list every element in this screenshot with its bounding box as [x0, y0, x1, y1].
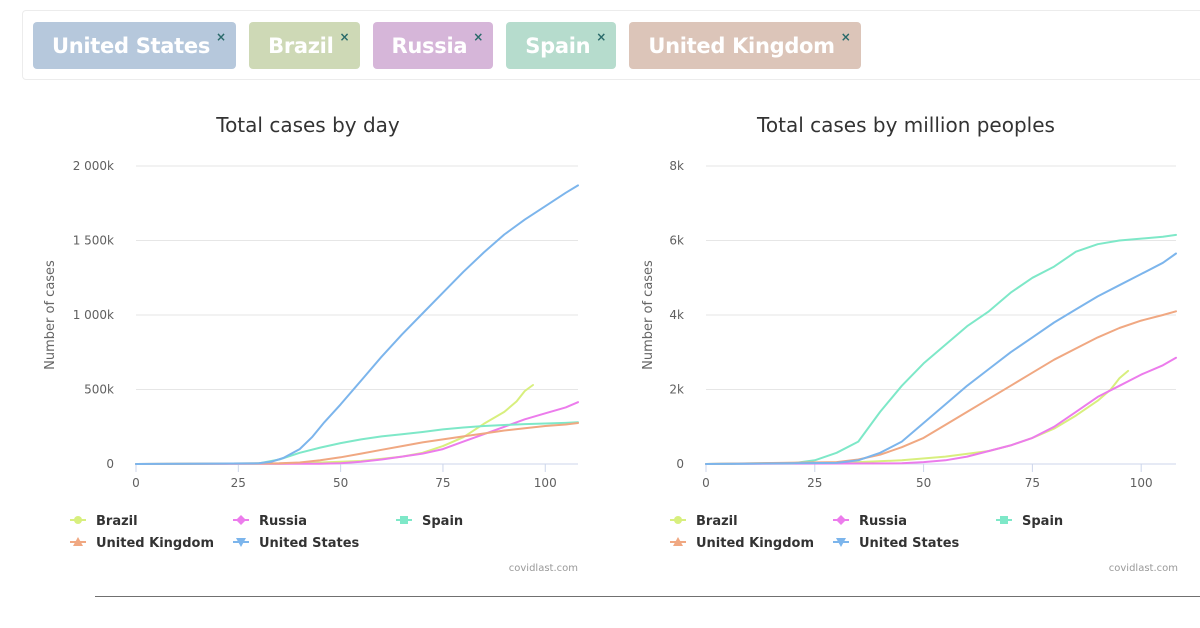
legend-label: Brazil: [696, 514, 738, 529]
y-axis-title: Number of cases: [43, 260, 58, 370]
legend-label: Russia: [859, 514, 907, 529]
close-icon[interactable]: ×: [216, 30, 227, 44]
tag-russia[interactable]: Russia ×: [372, 22, 494, 69]
tag-label: Spain: [525, 34, 591, 58]
legend-label: Spain: [422, 514, 463, 529]
y-tick-label: 4k: [669, 308, 684, 322]
legend-label: United Kingdom: [96, 536, 214, 551]
legend-label: United States: [259, 536, 360, 551]
x-tick-label: 100: [1130, 476, 1153, 490]
tag-united-states[interactable]: United States ×: [33, 22, 237, 69]
tag-spain[interactable]: Spain ×: [506, 22, 617, 69]
tag-brazil[interactable]: Brazil ×: [249, 22, 360, 69]
y-axis-title: Number of cases: [641, 260, 656, 370]
chart-title: Total cases by day: [215, 113, 400, 137]
legend-marker: [836, 538, 846, 547]
country-filter-bar: [22, 10, 1200, 80]
legend-marker: [400, 516, 408, 524]
legend-label: United States: [859, 536, 960, 551]
series-line-brazil: [135, 384, 534, 465]
legend-label: United Kingdom: [696, 536, 814, 551]
chart-title: Total cases by million peoples: [756, 113, 1055, 137]
series-line-russia: [705, 356, 1177, 465]
y-tick-label: 1 000k: [73, 308, 114, 322]
y-tick-label: 2k: [669, 383, 684, 397]
y-tick-label: 6k: [669, 234, 684, 248]
y-tick-label: 500k: [84, 383, 114, 397]
total-cases-by-day-chart: Total cases by day 0 500k 1 000k 1 500k 2 000…: [43, 113, 579, 574]
x-tick-label: 100: [534, 476, 557, 490]
legend-marker: [674, 516, 682, 524]
x-tick-label: 0: [132, 476, 140, 490]
tag-label: Brazil: [268, 34, 334, 58]
divider: [95, 596, 1200, 597]
series-line-russia: [135, 401, 579, 465]
legend-marker: [673, 537, 683, 546]
legend-label: Spain: [1022, 514, 1063, 529]
tag-label: United States: [52, 34, 211, 58]
close-icon[interactable]: ×: [473, 30, 484, 44]
tag-united-kingdom[interactable]: United Kingdom ×: [629, 22, 861, 69]
y-tick-label: 2 000k: [73, 159, 114, 173]
close-icon[interactable]: ×: [596, 30, 607, 44]
legend-label: Russia: [259, 514, 307, 529]
series-line-united-kingdom: [705, 310, 1177, 465]
legend-marker: [74, 516, 82, 524]
x-tick-label: 25: [807, 476, 822, 490]
y-tick-label: 0: [676, 457, 684, 471]
x-tick-label: 50: [333, 476, 348, 490]
x-tick-label: 75: [1025, 476, 1040, 490]
x-tick-label: 50: [916, 476, 931, 490]
country-tags: United States × Brazil × Russia × Spain …: [33, 22, 874, 69]
tag-label: United Kingdom: [648, 34, 835, 58]
x-tick-label: 0: [702, 476, 710, 490]
series-line-spain: [705, 233, 1177, 465]
x-tick-label: 75: [435, 476, 450, 490]
legend-marker: [236, 515, 246, 525]
y-tick-label: 0: [106, 457, 114, 471]
series-line-united-states: [135, 184, 579, 465]
total-cases-per-million-chart: Total cases by million peoples 0 2k 4k 6k 8k 0…: [641, 113, 1178, 574]
y-tick-label: 1 500k: [73, 234, 114, 248]
close-icon[interactable]: ×: [840, 30, 851, 44]
series-line-brazil: [705, 369, 1130, 465]
credit-text: covidlast.com: [509, 563, 578, 574]
credit-text: covidlast.com: [1109, 563, 1178, 574]
series-line-united-states: [705, 252, 1177, 465]
legend-marker: [1000, 516, 1008, 524]
legend-marker: [236, 538, 246, 547]
y-tick-label: 8k: [669, 159, 684, 173]
tag-label: Russia: [391, 34, 468, 58]
legend-label: Brazil: [96, 514, 138, 529]
legend-marker: [73, 537, 83, 546]
legend-marker: [836, 515, 846, 525]
x-tick-label: 25: [231, 476, 246, 490]
series-line-united-kingdom: [135, 422, 579, 465]
series-line-spain: [135, 421, 579, 465]
close-icon[interactable]: ×: [339, 30, 350, 44]
